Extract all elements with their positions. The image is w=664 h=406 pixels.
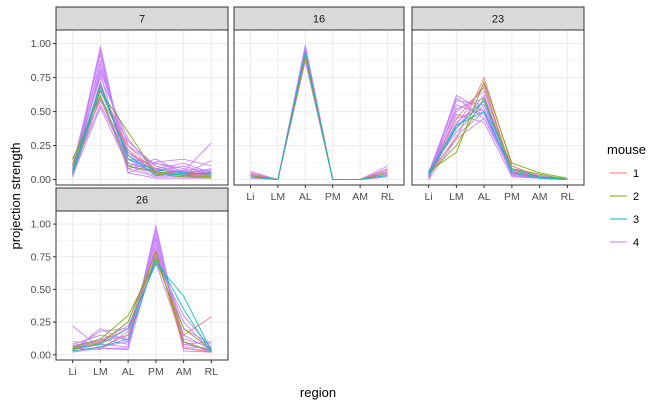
x-tick-label: AL [299,191,312,203]
series-line-mouse-4 [72,73,212,175]
y-tick-label: 0.75 [31,251,52,263]
x-tick-label: AM [352,191,368,203]
series-line-mouse-3 [428,100,568,181]
panel-border [233,29,405,186]
series-line-mouse-2 [72,252,212,352]
y-tick-label: 1.00 [31,38,52,50]
panel-7: 7 [55,6,229,186]
x-tick-label: PM [325,191,341,203]
series-line-mouse-3 [428,111,568,181]
x-tick-label: RL [561,191,575,203]
facet-label: 26 [136,195,148,207]
panel-border [55,210,229,361]
series-line-mouse-3 [250,51,388,181]
y-tick-label: 1.00 [31,219,52,231]
y-tick-label: 0.75 [31,72,52,84]
series-line-mouse-1 [72,97,212,176]
x-tick-label: RL [381,191,395,203]
y-axis-title: projection strength [8,143,23,250]
y-tick-label: 0.00 [31,349,52,361]
legend-label-2: 2 [633,191,639,203]
x-tick-label: AL [478,191,491,203]
x-tick-label: AM [532,191,548,203]
chart-axis-labels: 0.00 0.25 0.50 0.75 1.00 Li LM AL PM AM RL Li LM AL PM… [31,38,575,378]
y-tick-label: 0.25 [31,317,52,329]
series-line-mouse-3 [72,262,212,352]
y-tick-label: 0.50 [31,106,52,118]
legend: mouse 1 2 3 4 [607,142,646,249]
x-tick-label: Li [246,191,254,203]
series-line-mouse-3 [72,89,212,176]
x-tick-label: AL [122,366,135,378]
series-line-mouse-4 [72,107,212,176]
x-tick-label: LM [93,366,108,378]
legend-title: mouse [607,142,646,157]
x-tick-label: RL [205,366,219,378]
series-line-mouse-2 [428,97,568,181]
y-tick-label: 0.25 [31,140,52,152]
legend-label-3: 3 [633,214,639,226]
panel-background [234,30,404,185]
x-tick-label: PM [504,191,520,203]
legend-label-4: 4 [633,237,639,249]
series-line-mouse-4 [72,45,212,179]
facet-label: 16 [313,14,325,26]
x-tick-label: AM [176,366,192,378]
x-tick-label: LM [271,191,286,203]
series-line-mouse-3 [72,257,212,353]
panel-26: 26 [55,187,229,361]
chart-panels: 7 16 23 26 [55,6,585,361]
facet-label: 23 [492,14,504,26]
x-tick-label: PM [148,366,164,378]
y-tick-label: 0.00 [31,174,52,186]
panel-23: 23 [411,6,585,186]
y-tick-label: 0.50 [31,284,52,296]
series-line-mouse-4 [72,104,212,172]
series-line-mouse-3 [72,83,212,175]
x-tick-label: LM [449,191,464,203]
panel-16: 16 [233,6,405,186]
facet-label: 7 [139,14,145,26]
legend-label-1: 1 [633,168,639,180]
x-axis-title: region [300,385,336,400]
series-line-mouse-2 [72,94,212,178]
panel-border [411,29,585,186]
panel-border [55,29,229,186]
series-line-mouse-2 [428,81,568,179]
series-line-mouse-1 [72,86,212,176]
x-tick-label: Li [425,191,433,203]
x-tick-label: Li [69,366,77,378]
